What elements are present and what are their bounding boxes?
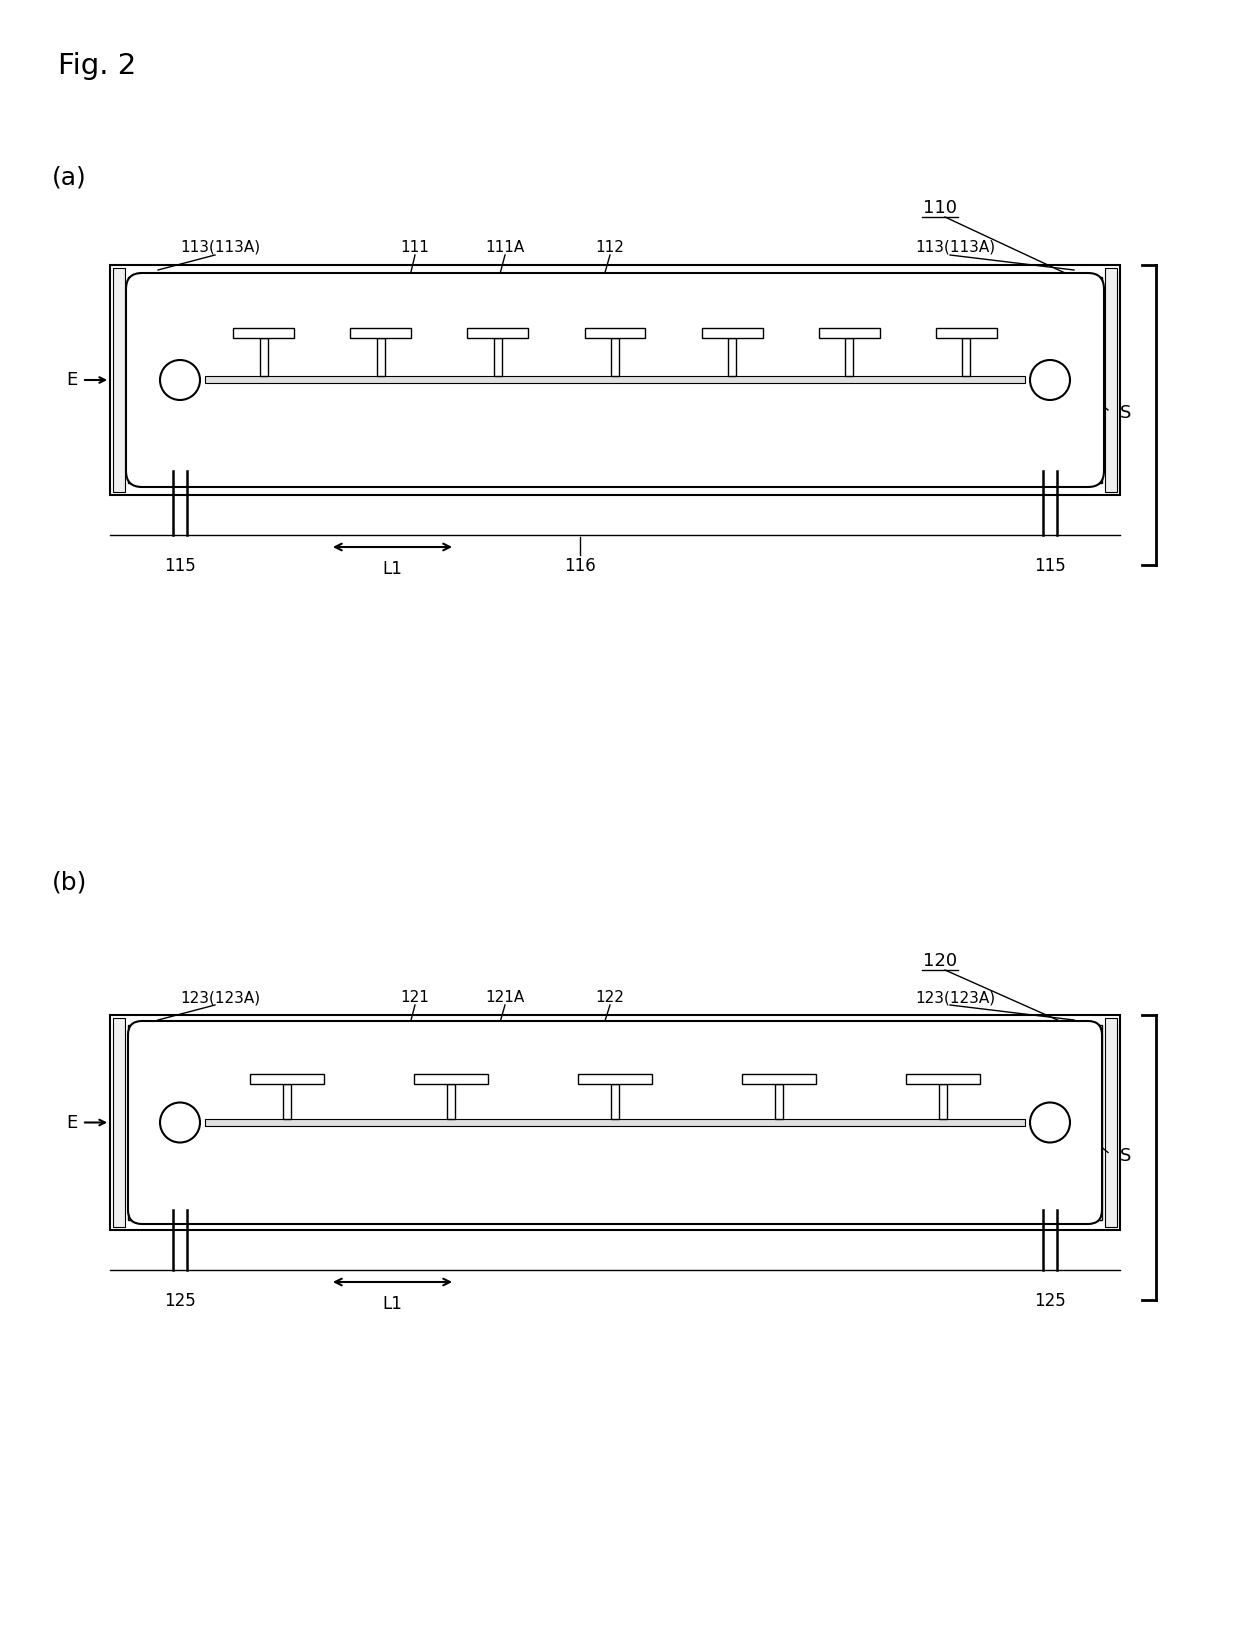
Circle shape — [1030, 1103, 1070, 1143]
Bar — [578, 1074, 652, 1083]
Bar — [110, 1014, 1120, 1230]
Text: (a): (a) — [52, 164, 87, 189]
Bar — [818, 329, 879, 339]
Bar — [611, 339, 619, 376]
Text: 121: 121 — [401, 990, 429, 1004]
Bar — [128, 1024, 1102, 1220]
Bar — [205, 1120, 1025, 1126]
FancyBboxPatch shape — [126, 273, 1104, 487]
Circle shape — [160, 1103, 200, 1143]
Text: 122: 122 — [595, 990, 625, 1004]
Bar — [250, 1074, 324, 1083]
Text: Fig. 2: Fig. 2 — [58, 53, 136, 81]
Text: L1: L1 — [383, 561, 403, 579]
Bar — [467, 329, 528, 339]
Bar — [494, 339, 502, 376]
Bar — [233, 329, 294, 339]
Bar — [113, 268, 125, 492]
Text: L1: L1 — [383, 1295, 403, 1314]
Text: 111: 111 — [401, 240, 429, 255]
Text: 125: 125 — [164, 1292, 196, 1310]
Bar — [1105, 1018, 1117, 1226]
Text: 116: 116 — [564, 557, 596, 575]
Bar — [962, 339, 971, 376]
Bar — [906, 1074, 980, 1083]
Bar — [128, 276, 1102, 483]
Bar — [110, 265, 1120, 495]
Text: 112: 112 — [595, 240, 625, 255]
Bar — [414, 1074, 487, 1083]
Text: S: S — [1120, 1146, 1131, 1164]
Bar — [205, 376, 1025, 383]
Text: 110: 110 — [923, 199, 957, 217]
Text: 115: 115 — [1034, 557, 1066, 575]
Bar — [350, 329, 412, 339]
Text: 121A: 121A — [485, 990, 525, 1004]
Bar — [611, 1083, 619, 1120]
Text: 115: 115 — [164, 557, 196, 575]
Text: 120: 120 — [923, 952, 957, 970]
Bar — [936, 329, 997, 339]
Text: 113(113A): 113(113A) — [915, 240, 994, 255]
Bar — [742, 1074, 816, 1083]
Circle shape — [160, 360, 200, 399]
Text: 113(113A): 113(113A) — [180, 240, 260, 255]
Text: E: E — [66, 1113, 77, 1131]
Bar — [939, 1083, 947, 1120]
Text: 125: 125 — [1034, 1292, 1066, 1310]
Bar — [259, 339, 268, 376]
Circle shape — [1030, 360, 1070, 399]
Bar — [702, 329, 763, 339]
Text: 123(123A): 123(123A) — [915, 990, 994, 1004]
Text: E: E — [66, 372, 77, 390]
Bar — [775, 1083, 782, 1120]
Bar — [584, 329, 646, 339]
Bar — [846, 339, 853, 376]
Bar — [1105, 268, 1117, 492]
Bar — [377, 339, 384, 376]
FancyBboxPatch shape — [128, 1021, 1102, 1225]
Text: (b): (b) — [52, 870, 87, 894]
Text: 123(123A): 123(123A) — [180, 990, 260, 1004]
Text: 111A: 111A — [485, 240, 525, 255]
Bar — [113, 1018, 125, 1226]
Bar — [446, 1083, 455, 1120]
Bar — [283, 1083, 291, 1120]
Text: S: S — [1120, 404, 1131, 423]
Bar — [728, 339, 737, 376]
